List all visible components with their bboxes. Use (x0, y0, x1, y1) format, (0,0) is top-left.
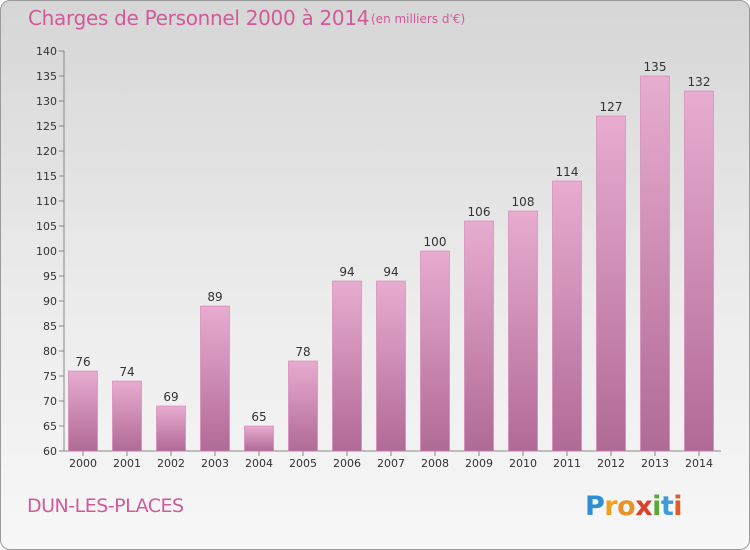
y-tick-label: 60 (43, 445, 57, 458)
value-label: 100 (424, 235, 447, 249)
y-tick-label: 100 (36, 245, 57, 258)
y-tick-label: 125 (36, 120, 57, 133)
x-tick-label: 2004 (245, 457, 273, 470)
chart-title: Charges de Personnel 2000 à 2014 (28, 6, 370, 30)
y-tick-label: 95 (43, 270, 57, 283)
bar-2013 (640, 75, 670, 452)
x-tick-label: 2008 (421, 457, 449, 470)
bar-2010 (508, 210, 538, 452)
x-tick-label: 2002 (157, 457, 185, 470)
bar-2003 (200, 305, 230, 452)
bars (68, 75, 714, 452)
bar-2014 (684, 90, 714, 452)
x-tick-label: 2006 (333, 457, 361, 470)
bar-2008 (420, 250, 450, 452)
axes: 60 65 70 75 80 85 90 95 100 105 110 115 120 125 130 135… (36, 45, 721, 470)
bar-2001 (112, 380, 142, 452)
value-label: 135 (644, 60, 667, 74)
value-label: 76 (75, 355, 90, 369)
value-label: 94 (383, 265, 398, 279)
bar-2000 (68, 370, 98, 452)
bar-2011 (552, 180, 582, 452)
y-tick-label: 75 (43, 370, 57, 383)
y-tick-label: 105 (36, 220, 57, 233)
value-label: 114 (556, 165, 579, 179)
bar-2009 (464, 220, 494, 452)
y-tick-label: 80 (43, 345, 57, 358)
value-label: 106 (468, 205, 491, 219)
x-tick-label: 2001 (113, 457, 141, 470)
value-label: 108 (512, 195, 535, 209)
proxiti-logo: Proxiti (583, 488, 693, 524)
value-label: 78 (295, 345, 310, 359)
y-tick-label: 65 (43, 420, 57, 433)
bar-2005 (288, 360, 318, 452)
svg-text:Proxiti: Proxiti (585, 491, 682, 522)
x-tick-label: 2012 (597, 457, 625, 470)
y-tick-label: 130 (36, 95, 57, 108)
x-tick-label: 2007 (377, 457, 405, 470)
x-tick-label: 2010 (509, 457, 537, 470)
bar-2006 (332, 280, 362, 452)
x-tick-label: 2011 (553, 457, 581, 470)
bar-2012 (596, 115, 626, 452)
y-tick-label: 135 (36, 70, 57, 83)
y-tick-label: 90 (43, 295, 57, 308)
bar-2004 (244, 425, 274, 452)
x-tick-label: 2013 (641, 457, 669, 470)
y-tick-label: 110 (36, 195, 57, 208)
y-tick-label: 115 (36, 170, 57, 183)
x-tick-label: 2014 (685, 457, 713, 470)
y-tick-label: 85 (43, 320, 57, 333)
y-tick-label: 70 (43, 395, 57, 408)
x-tick-label: 2000 (69, 457, 97, 470)
bar-2007 (376, 280, 406, 452)
value-label: 132 (688, 75, 711, 89)
value-label: 65 (251, 410, 266, 424)
value-label: 127 (600, 100, 623, 114)
value-label: 94 (339, 265, 354, 279)
x-tick-label: 2003 (201, 457, 229, 470)
x-tick-label: 2005 (289, 457, 317, 470)
bar-2002 (156, 405, 186, 452)
data-labels: 76 74 69 89 65 78 94 94 100 106 108 114 127 135 132 (75, 60, 710, 424)
y-tick-label: 140 (36, 45, 57, 58)
value-label: 69 (163, 390, 178, 404)
value-label: 89 (207, 290, 222, 304)
y-tick-label: 120 (36, 145, 57, 158)
x-tick-label: 2009 (465, 457, 493, 470)
value-label: 74 (119, 365, 134, 379)
commune-name: DUN-LES-PLACES (27, 495, 184, 517)
chart-unit: (en milliers d'€) (371, 12, 466, 26)
